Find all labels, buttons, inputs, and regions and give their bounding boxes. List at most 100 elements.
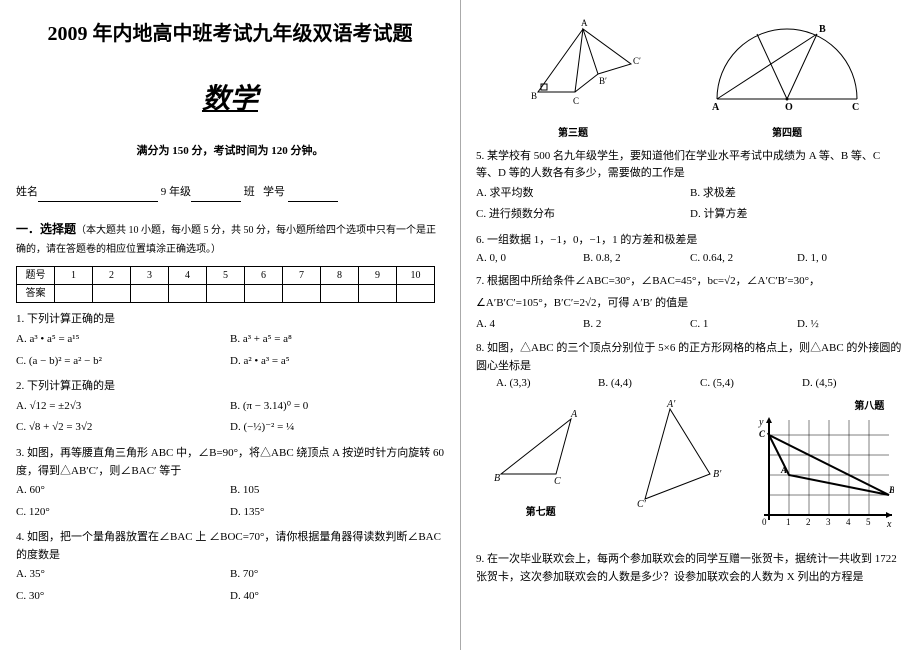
- q4-stem: 4. 如图，把一个量角器放置在∠BAC 上 ∠BOC=70°，请你根据量角器得读…: [16, 529, 444, 564]
- svg-text:y: y: [758, 417, 764, 428]
- svg-text:1: 1: [786, 517, 791, 527]
- q4-opt-b: B. 70°: [230, 566, 444, 584]
- q7-opt-b: B. 2: [583, 316, 690, 334]
- question-9: 9. 在一次毕业联欢会上，每两个参加联欢会的同学互赠一张贺卡，据统计一共收到 1…: [476, 551, 904, 586]
- subject-heading: 数学: [16, 78, 444, 123]
- table-row: 答案: [17, 285, 435, 303]
- exam-meta: 满分为 150 分，考试时间为 120 分钟。: [16, 143, 444, 161]
- section1-title: 一．选择题: [16, 222, 76, 236]
- section1-note: （本大题共 10 小题，每小题 5 分，共 50 分，每小题所给四个选项中只有一…: [16, 225, 436, 255]
- svg-text:A′: A′: [666, 399, 676, 410]
- q4-opt-d: D. 40°: [230, 588, 444, 606]
- q2-stem: 2. 下列计算正确的是: [16, 378, 444, 396]
- right-column: A B C B′ C′ 第三题 A O C: [460, 0, 920, 622]
- figure-q3: A B C B′ C′ 第三题: [503, 14, 643, 142]
- svg-text:B: B: [819, 24, 826, 35]
- q8-stem: 8. 如图，△ABC 的三个顶点分别位于 5×6 的正方形网格的格点上，则△AB…: [476, 340, 904, 375]
- svg-text:5: 5: [866, 517, 871, 527]
- question-6: 6. 一组数据 1，−1，0，−1，1 的方差和极差是 A. 0, 0 B. 0…: [476, 232, 904, 267]
- q2-opt-b: B. (π − 3.14)⁰ = 0: [230, 398, 444, 416]
- q8-opt-a: A. (3,3): [496, 375, 598, 393]
- question-4: 4. 如图，把一个量角器放置在∠BAC 上 ∠BOC=70°，请你根据量角器得读…: [16, 529, 444, 607]
- svg-text:A: A: [780, 465, 787, 475]
- name-label: 姓名: [16, 186, 38, 198]
- left-column: 2009 年内地高中班考试九年级双语考试题 数学 满分为 150 分，考试时间为…: [0, 0, 460, 622]
- triangle-abc-icon: A B C: [486, 399, 596, 499]
- question-1: 1. 下列计算正确的是 A. a³ • a⁵ = a¹⁵ B. a³ + a⁵ …: [16, 311, 444, 372]
- student-info-line: 姓名 9 年级 班 学号: [16, 184, 444, 202]
- q7-stem: 7. 根据图中所给条件∠ABC=30°，∠BAC=45°，bc=√2，∠A′C′…: [476, 273, 904, 291]
- q5-opt-b: B. 求极差: [690, 185, 904, 203]
- question-3: 3. 如图，再等腰直角三角形 ABC 中，∠B=90°，将△ABC 绕顶点 A …: [16, 445, 444, 523]
- q7-opt-d: D. ½: [797, 316, 904, 334]
- figure-q7b: A′ C′ B′: [615, 399, 725, 542]
- q4-opt-a: A. 35°: [16, 566, 230, 584]
- svg-text:B′: B′: [599, 76, 607, 86]
- fig7-caption: 第七题: [486, 505, 596, 521]
- q7-opt-a: A. 4: [476, 316, 583, 334]
- q1-stem: 1. 下列计算正确的是: [16, 311, 444, 329]
- th-num: 题号: [17, 267, 55, 285]
- figures-row-2: A B C 第七题 A′ C′ B′ 第八题: [476, 399, 904, 542]
- figures-row-1: A B C B′ C′ 第三题 A O C: [476, 14, 904, 142]
- svg-text:C: C: [573, 96, 579, 106]
- question-8: 8. 如图，△ABC 的三个顶点分别位于 5×6 的正方形网格的格点上，则△AB…: [476, 340, 904, 393]
- q3-opt-b: B. 105: [230, 482, 444, 500]
- question-7: 7. 根据图中所给条件∠ABC=30°，∠BAC=45°，bc=√2，∠A′C′…: [476, 273, 904, 334]
- q1-opt-a: A. a³ • a⁵ = a¹⁵: [16, 331, 230, 349]
- q4-opt-c: C. 30°: [16, 588, 230, 606]
- figure-q4: A O C B 第四题: [697, 14, 877, 142]
- name-blank: [38, 190, 158, 202]
- q5-opt-c: C. 进行频数分布: [476, 206, 690, 224]
- q6-opt-a: A. 0, 0: [476, 250, 583, 268]
- q5-opt-d: D. 计算方差: [690, 206, 904, 224]
- grade-blank: [191, 190, 241, 202]
- q8-opt-d: D. (4,5): [802, 375, 904, 393]
- svg-text:B′: B′: [713, 469, 722, 480]
- q2-opt-d: D. (−½)⁻² = ¼: [230, 419, 444, 437]
- fig8-caption: 第八题: [744, 399, 884, 415]
- svg-text:3: 3: [826, 517, 831, 527]
- figure-q7a: A B C 第七题: [486, 399, 596, 542]
- q3-opt-d: D. 135°: [230, 504, 444, 522]
- exam-title: 2009 年内地高中班考试九年级双语考试题: [16, 18, 444, 50]
- protractor-icon: A O C B: [697, 14, 877, 119]
- svg-text:C′: C′: [633, 56, 641, 66]
- q7-stem2: ∠A′B′C′=105°，B′C′=2√2，可得 A′B′ 的值是: [476, 295, 904, 313]
- svg-text:O: O: [785, 102, 793, 113]
- table-row: 题号 12 34 56 78 910: [17, 267, 435, 285]
- svg-text:2: 2: [806, 517, 811, 527]
- q7-opt-c: C. 1: [690, 316, 797, 334]
- svg-text:C: C: [759, 429, 766, 439]
- q1-opt-b: B. a³ + a⁵ = a⁸: [230, 331, 444, 349]
- q8-opt-c: C. (5,4): [700, 375, 802, 393]
- q2-opt-a: A. √12 = ±2√3: [16, 398, 230, 416]
- triangle-abc-prime-icon: A′ C′ B′: [615, 399, 725, 509]
- q5-opt-a: A. 求平均数: [476, 185, 690, 203]
- q6-opt-c: C. 0.64, 2: [690, 250, 797, 268]
- q6-opt-d: D. 1, 0: [797, 250, 904, 268]
- grid-triangle-icon: y x C A B 0 1 2 3 4 5: [744, 415, 894, 535]
- svg-text:B: B: [531, 91, 537, 101]
- q3-stem: 3. 如图，再等腰直角三角形 ABC 中，∠B=90°，将△ABC 绕顶点 A …: [16, 445, 444, 480]
- svg-text:B: B: [494, 473, 500, 484]
- svg-text:x: x: [886, 519, 892, 530]
- svg-text:C: C: [554, 476, 561, 487]
- triangle-rotation-icon: A B C B′ C′: [503, 14, 643, 119]
- q2-opt-c: C. √8 + √2 = 3√2: [16, 419, 230, 437]
- th-ans: 答案: [17, 285, 55, 303]
- q1-opt-d: D. a² • a³ = a⁵: [230, 353, 444, 371]
- q6-opt-b: B. 0.8, 2: [583, 250, 690, 268]
- question-2: 2. 下列计算正确的是 A. √12 = ±2√3 B. (π − 3.14)⁰…: [16, 378, 444, 439]
- column-divider: [460, 0, 461, 650]
- figure-q8: 第八题 y x: [744, 399, 894, 542]
- svg-text:0: 0: [762, 517, 767, 527]
- sid-label: 学号: [263, 186, 285, 198]
- sid-blank: [288, 190, 338, 202]
- svg-text:A: A: [570, 409, 578, 420]
- q3-opt-c: C. 120°: [16, 504, 230, 522]
- svg-text:B: B: [888, 485, 894, 495]
- q8-opt-b: B. (4,4): [598, 375, 700, 393]
- q5-stem: 5. 某学校有 500 名九年级学生，要知道他们在学业水平考试中成绩为 A 等、…: [476, 148, 904, 183]
- svg-text:4: 4: [846, 517, 851, 527]
